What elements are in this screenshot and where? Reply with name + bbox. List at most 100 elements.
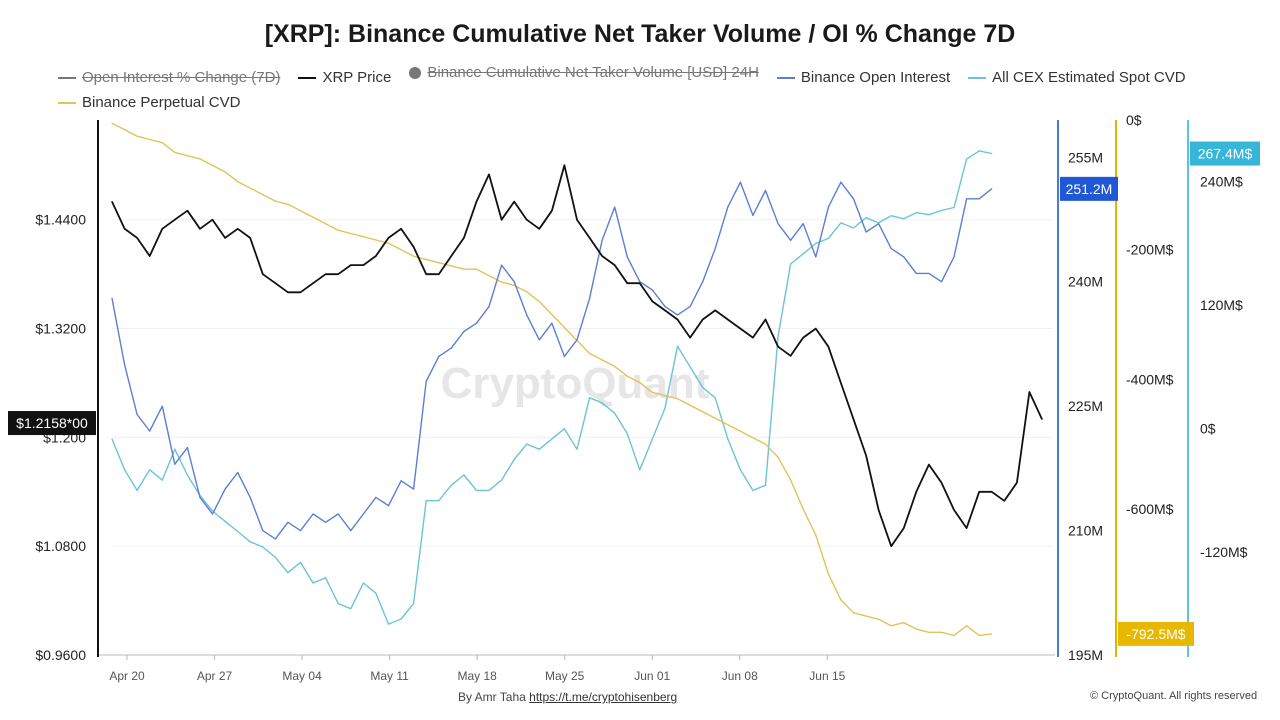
data-point	[802, 508, 804, 510]
legend-item[interactable]: Binance Perpetual CVD	[58, 92, 240, 114]
footer-author: By Amr Taha https://t.me/cryptohisenberg	[458, 690, 677, 704]
data-point	[739, 327, 741, 330]
x-tick-label: Jun 15	[809, 669, 845, 683]
data-point	[400, 228, 402, 230]
data-point	[953, 634, 955, 637]
data-point	[651, 438, 654, 440]
data-point	[689, 404, 691, 406]
data-point	[312, 513, 314, 515]
data-point	[915, 628, 917, 630]
data-point	[639, 282, 641, 284]
data-point	[940, 631, 943, 633]
data-point	[676, 345, 679, 347]
data-point	[111, 122, 113, 124]
data-point	[865, 217, 867, 219]
oi-current-badge-text: 251.2M	[1066, 181, 1113, 197]
data-point	[538, 228, 540, 230]
data-point	[350, 529, 352, 532]
data-point	[262, 546, 264, 548]
data-point	[375, 239, 377, 241]
data-point	[827, 346, 829, 348]
data-point	[840, 222, 842, 224]
price-tick-label: $1.0800	[35, 538, 86, 554]
data-point	[425, 500, 427, 502]
legend-item[interactable]: XRP Price	[298, 67, 391, 89]
legend-line-icon	[58, 102, 76, 104]
data-point	[764, 484, 767, 486]
data-point	[639, 382, 641, 384]
data-point	[551, 438, 553, 440]
data-point	[400, 249, 402, 251]
data-point	[413, 488, 415, 490]
data-point	[752, 437, 754, 439]
data-point	[827, 206, 829, 208]
data-point	[928, 272, 930, 275]
data-point	[614, 206, 616, 208]
spot-cvd-tick-label: -120M$	[1200, 544, 1248, 560]
data-point	[576, 219, 578, 221]
footer-link[interactable]: https://t.me/cryptohisenberg	[529, 690, 678, 704]
data-point	[224, 237, 226, 239]
perp-cvd-tick-label: 0$	[1126, 112, 1142, 128]
legend-line-icon	[968, 77, 987, 79]
legend-label: Binance Perpetual CVD	[82, 94, 241, 111]
perp-cvd-tick-label: -400M$	[1126, 371, 1174, 387]
x-tick-label: May 18	[457, 669, 497, 683]
data-point	[413, 246, 415, 248]
data-point	[387, 242, 390, 244]
data-point	[878, 509, 880, 511]
data-point	[186, 155, 189, 157]
data-point	[626, 433, 628, 435]
data-point	[438, 273, 440, 275]
data-point	[903, 621, 905, 624]
data-point	[149, 430, 151, 432]
data-point	[601, 255, 603, 257]
data-point	[111, 297, 113, 299]
data-point	[752, 337, 754, 339]
data-point	[664, 407, 666, 409]
price-tick-label: $1.4400	[35, 212, 86, 228]
data-point	[676, 314, 679, 316]
legend-item[interactable]: Binance Cumulative Net Taker Volume [USD…	[409, 62, 759, 84]
data-point	[852, 612, 855, 614]
data-point	[563, 355, 566, 357]
data-point	[488, 173, 490, 176]
data-point	[325, 223, 327, 225]
data-point	[249, 541, 251, 543]
data-point	[802, 223, 804, 225]
data-point	[890, 625, 892, 627]
data-point	[664, 309, 666, 312]
chart-grid	[112, 219, 1052, 656]
oi-tick-label: 225M	[1068, 398, 1103, 414]
data-point	[526, 219, 528, 221]
data-point	[425, 258, 427, 261]
data-point	[928, 631, 930, 633]
data-point	[651, 289, 654, 291]
data-point	[325, 521, 327, 523]
data-point	[714, 247, 716, 250]
data-point	[161, 479, 163, 481]
price-current-badge-text: $1.2158*00	[16, 415, 88, 431]
data-point	[425, 273, 427, 275]
perp-cvd-current-badge: -792.5M$	[1118, 621, 1194, 646]
data-point	[488, 275, 490, 277]
legend-item[interactable]: All CEX Estimated Spot CVD	[968, 67, 1186, 89]
legend-item[interactable]: Open Interest % Change (7D)	[58, 67, 280, 89]
data-point	[764, 443, 767, 445]
data-point	[387, 505, 390, 507]
data-point	[488, 489, 490, 491]
data-point	[337, 273, 339, 275]
data-point	[878, 618, 880, 620]
data-point	[174, 463, 176, 465]
data-point	[827, 237, 829, 239]
data-point	[149, 255, 151, 257]
data-point	[274, 556, 276, 558]
data-point	[563, 428, 566, 430]
legend-item[interactable]: Binance Open Interest	[776, 67, 950, 89]
data-point	[526, 314, 528, 316]
data-point	[664, 306, 666, 308]
oi-tick-label: 255M	[1068, 149, 1103, 165]
data-point	[702, 386, 704, 389]
data-point	[551, 210, 553, 212]
data-point	[827, 573, 829, 575]
